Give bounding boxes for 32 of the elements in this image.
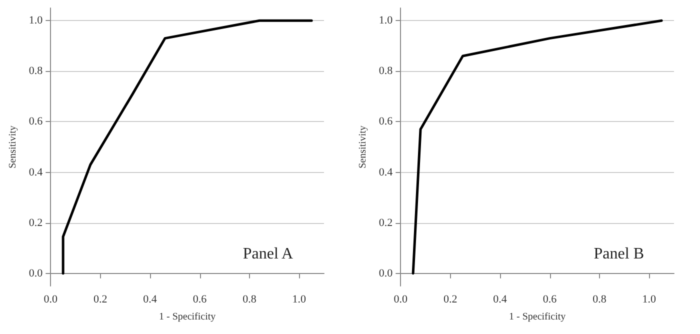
- y-axis-title: Sensitivity: [8, 126, 18, 168]
- x-tick-label: 1.0: [292, 294, 307, 306]
- y-tick-label: 0.8: [378, 65, 394, 78]
- x-axis-title: 1 - Specificity: [158, 312, 216, 322]
- y-tick-label: 0.2: [378, 216, 393, 229]
- y-tick-label: 0.0: [378, 267, 394, 280]
- x-tick-label: 1.0: [642, 294, 657, 306]
- x-tick-label: 0.8: [242, 294, 257, 306]
- x-tick-label: 0.4: [493, 294, 508, 306]
- annotation: Panel A: [242, 246, 294, 262]
- x-tick-label: 0.6: [192, 294, 208, 306]
- y-tick-label: 0.4: [378, 166, 394, 178]
- annotation: Panel B: [594, 246, 644, 262]
- x-axis-title: 1 - Specificity: [508, 312, 566, 322]
- y-tick-label: 0.6: [28, 116, 44, 128]
- y-tick-label: 1.0: [28, 14, 44, 27]
- x-tick-label: 0.8: [592, 294, 607, 306]
- x-tick-label: 0.2: [443, 294, 458, 306]
- y-tick-label: 0.2: [28, 216, 43, 229]
- y-tick-label: 0.8: [28, 65, 44, 78]
- line-series: [412, 19, 663, 275]
- x-tick-label: 0.4: [143, 294, 158, 306]
- x-tick-label: 0.2: [93, 294, 108, 306]
- x-tick-label: 0.0: [44, 294, 58, 306]
- y-tick-label: 1.0: [378, 14, 394, 27]
- x-tick-label: 0.6: [542, 294, 558, 306]
- y-tick-label: 0.4: [28, 166, 44, 178]
- y-tick-label: 0.6: [378, 116, 394, 128]
- y-axis-title: Sensitivity: [358, 126, 368, 168]
- y-tick-label: 0.0: [28, 267, 44, 280]
- x-tick-label: 0.0: [394, 294, 408, 306]
- line-series: [62, 19, 313, 275]
